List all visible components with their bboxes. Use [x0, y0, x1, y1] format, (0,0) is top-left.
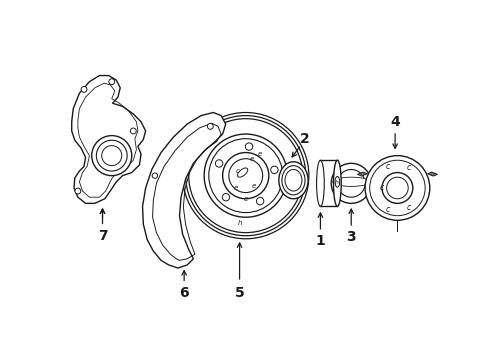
Text: e: e — [234, 185, 238, 191]
Text: e: e — [244, 196, 248, 202]
Text: 3: 3 — [346, 230, 356, 244]
Circle shape — [387, 177, 408, 199]
Circle shape — [109, 79, 115, 85]
Ellipse shape — [238, 168, 248, 177]
Text: c: c — [385, 162, 390, 171]
Circle shape — [152, 173, 158, 178]
Ellipse shape — [282, 166, 305, 195]
Ellipse shape — [334, 160, 341, 206]
Text: e: e — [251, 183, 256, 189]
Circle shape — [382, 172, 413, 203]
Circle shape — [216, 160, 223, 167]
Circle shape — [204, 134, 287, 217]
Circle shape — [369, 160, 425, 216]
Ellipse shape — [335, 176, 340, 187]
Circle shape — [102, 145, 122, 166]
Text: 4: 4 — [390, 115, 400, 129]
Text: 2: 2 — [300, 132, 310, 146]
Circle shape — [207, 123, 213, 129]
Ellipse shape — [317, 160, 324, 206]
Text: h: h — [237, 220, 242, 226]
Text: c: c — [236, 168, 240, 174]
Circle shape — [365, 156, 430, 220]
Polygon shape — [72, 76, 146, 203]
Circle shape — [256, 197, 264, 205]
Circle shape — [130, 128, 136, 134]
Text: e: e — [250, 156, 254, 162]
Text: c: c — [385, 205, 390, 214]
Ellipse shape — [333, 177, 369, 186]
Polygon shape — [357, 172, 368, 176]
Circle shape — [97, 140, 127, 171]
Polygon shape — [143, 112, 226, 268]
Text: e: e — [257, 151, 262, 157]
Text: h: h — [335, 180, 339, 185]
Ellipse shape — [279, 162, 308, 199]
Circle shape — [189, 119, 303, 233]
Circle shape — [186, 116, 306, 236]
Text: 6: 6 — [179, 286, 189, 300]
Ellipse shape — [285, 170, 302, 191]
Circle shape — [337, 170, 365, 197]
Text: 7: 7 — [98, 229, 107, 243]
Circle shape — [209, 139, 283, 213]
Circle shape — [222, 153, 269, 199]
Circle shape — [229, 159, 263, 193]
Circle shape — [75, 188, 81, 194]
Circle shape — [81, 86, 87, 92]
Text: 5: 5 — [235, 286, 245, 300]
Polygon shape — [427, 172, 438, 176]
Circle shape — [222, 194, 230, 201]
Text: c: c — [407, 163, 411, 172]
Circle shape — [245, 143, 253, 150]
Text: c: c — [380, 184, 384, 193]
Circle shape — [270, 166, 278, 174]
Circle shape — [183, 112, 309, 239]
Text: 1: 1 — [316, 234, 325, 248]
Text: c: c — [407, 203, 411, 212]
Circle shape — [92, 136, 132, 176]
Circle shape — [331, 163, 371, 203]
